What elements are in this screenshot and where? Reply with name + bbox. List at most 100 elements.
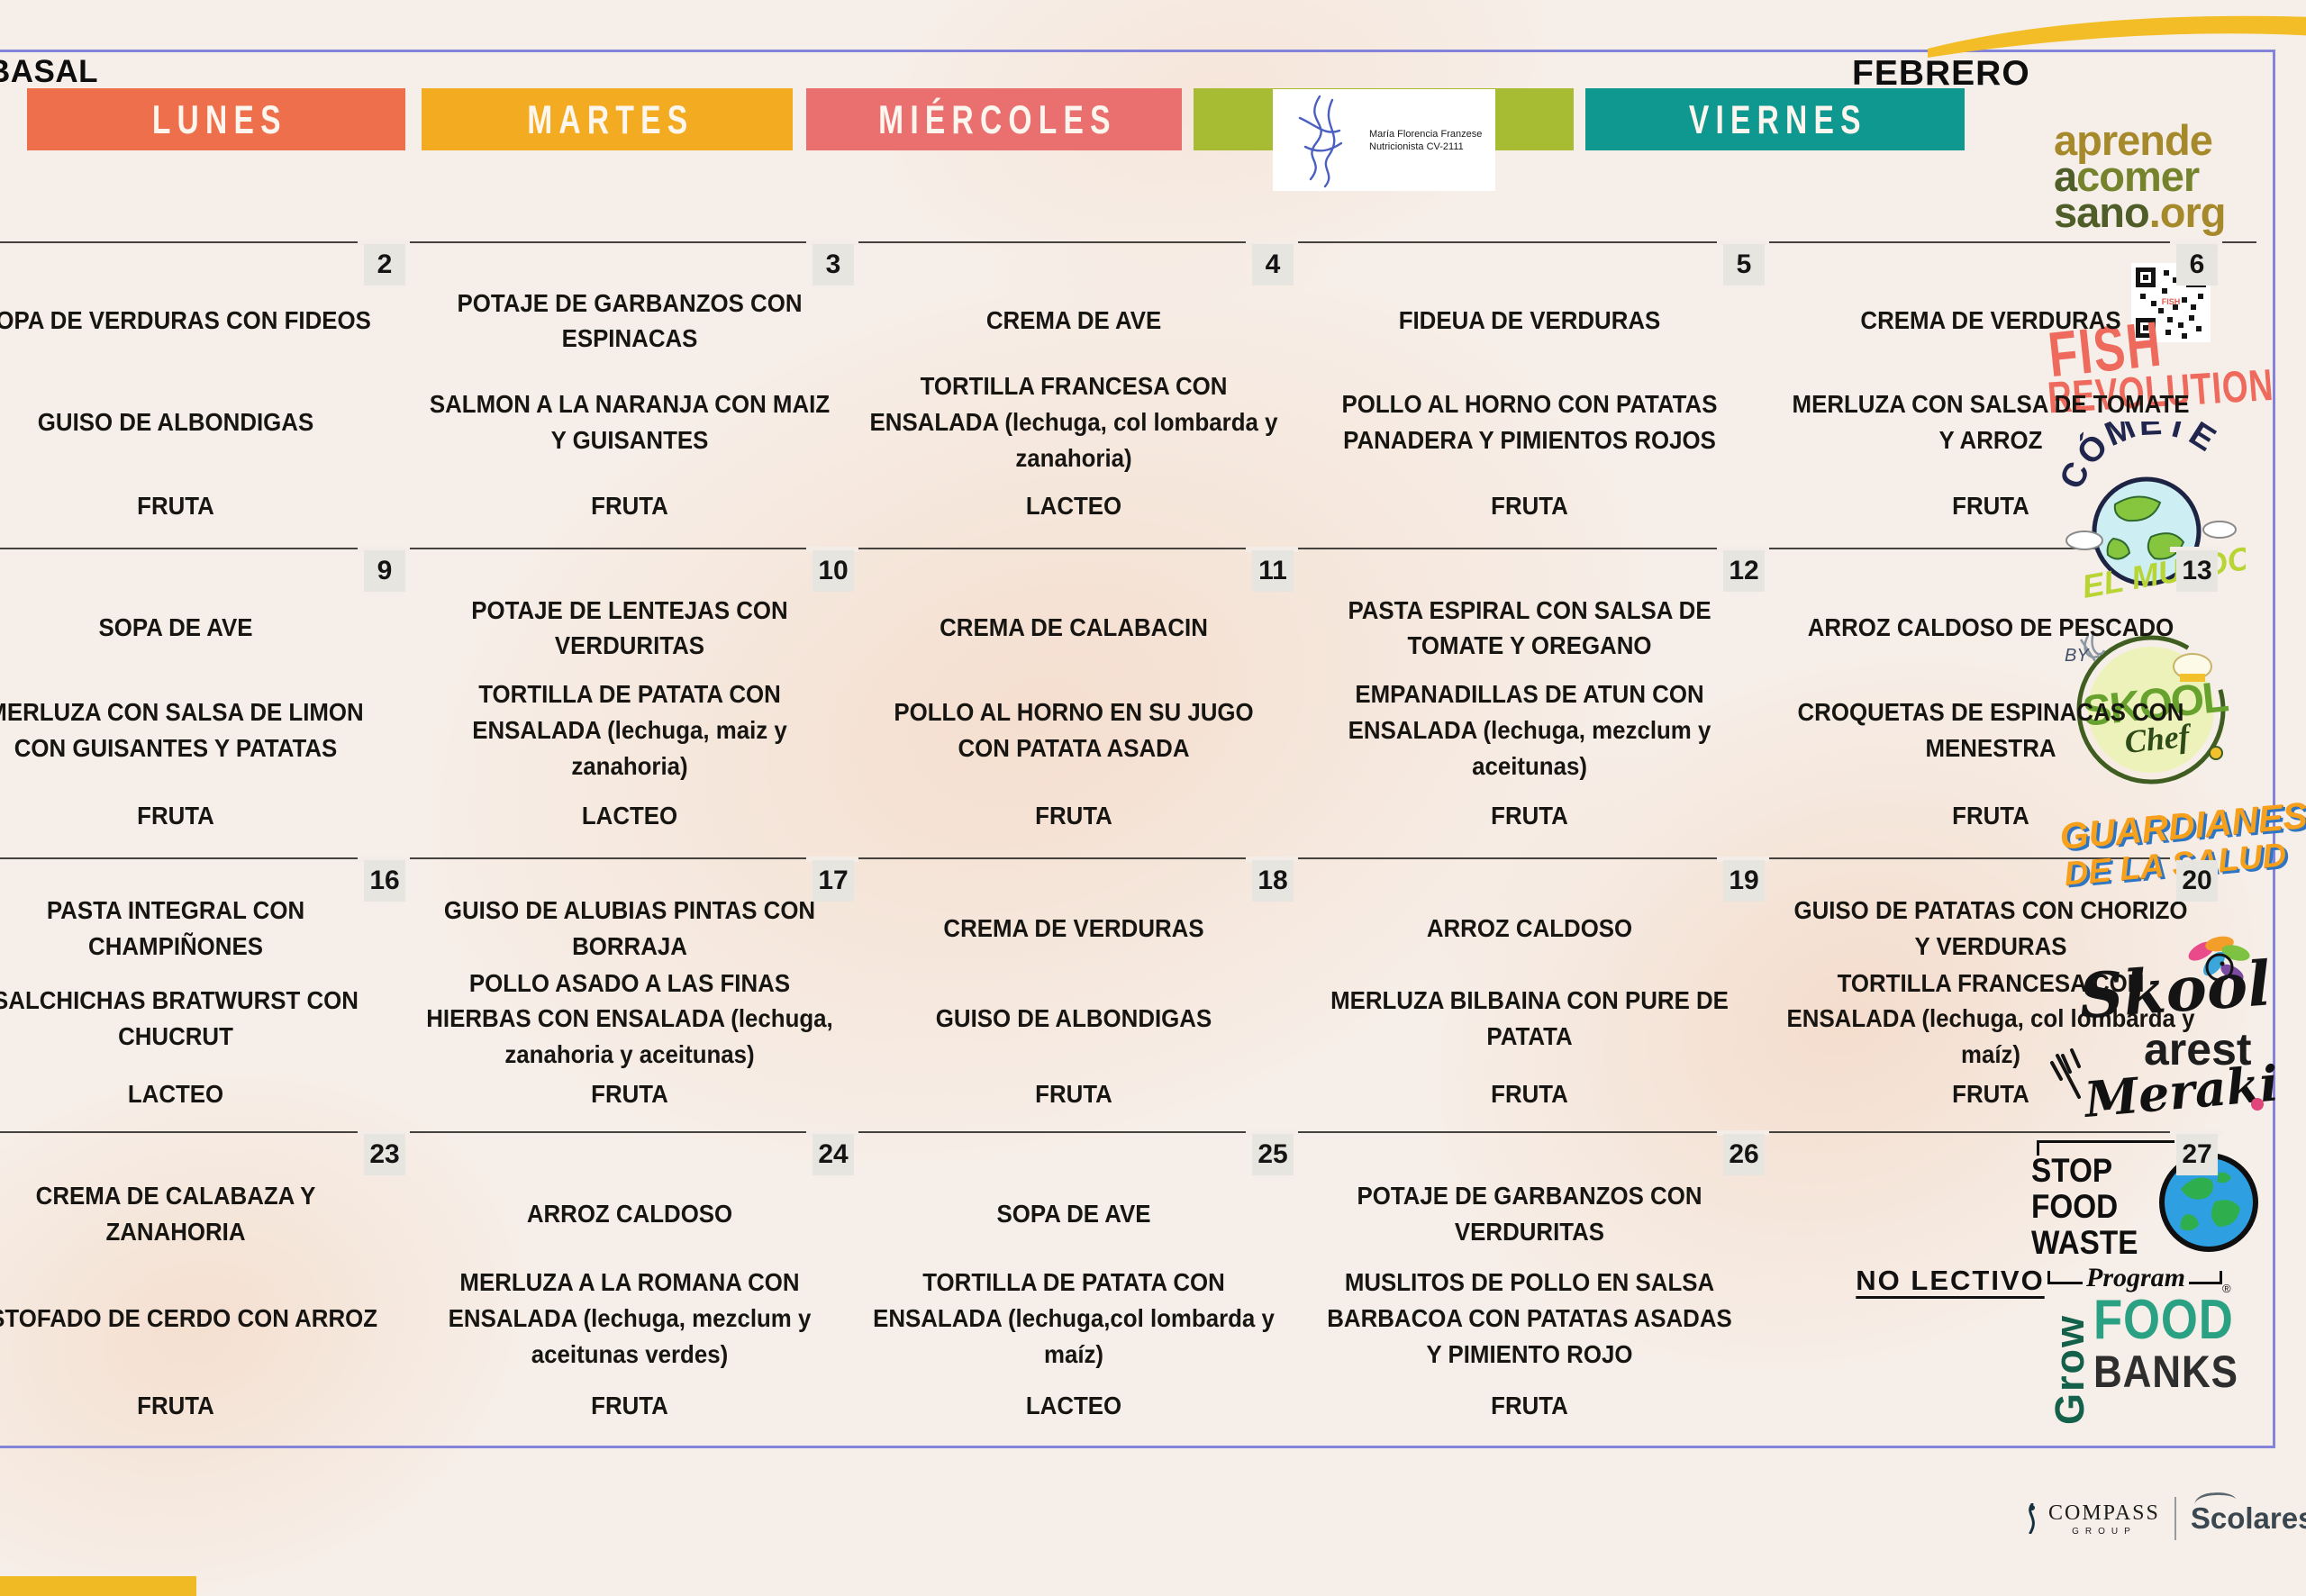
yellow-corner-bar [0, 1576, 196, 1596]
menu-dessert: FRUTA [1491, 492, 1568, 521]
menu-main-course: EMPANADILLAS DE ATUN CON ENSALADA (lechu… [1348, 680, 1711, 780]
menu-first-course: SOPA DE AVE [98, 613, 253, 642]
logo-line-aprende: aprende [2054, 116, 2213, 164]
month-title: FEBRERO [1852, 54, 2030, 93]
cloud-icon [2065, 530, 2103, 550]
menu-first-course: CREMA DE VERDURAS [943, 914, 1204, 943]
fork-icon [2050, 1048, 2081, 1099]
menu-first-course: POTAJE DE GARBANZOS CON ESPINACAS [457, 288, 803, 353]
separator-gap [2170, 240, 2222, 246]
gfb-food: FOOD [2093, 1289, 2234, 1351]
logo-line-acomer: acomer [2054, 152, 2200, 200]
day-header-lunes: LUNES [27, 88, 405, 150]
day-number-10: 10 [813, 550, 854, 592]
earth-icon [2158, 1153, 2258, 1252]
day-header-label: LUNES [151, 96, 287, 141]
day-header-label: MARTES [527, 96, 695, 141]
menu-dessert: FRUTA [1952, 492, 2029, 521]
menu-first-course: CREMA DE CALABAZA Y ZANAHORIA [35, 1181, 316, 1246]
menu-first-course: PASTA ESPIRAL CON SALSA DE TOMATE Y OREG… [1348, 595, 1711, 660]
day-number-9: 9 [364, 550, 405, 592]
day-number-4: 4 [1252, 244, 1294, 286]
day-cell-2: SOPA DE VERDURAS CON FIDEOS GUISO DE ALB… [0, 241, 396, 548]
menu-main-course: TORTILLA DE PATATA CON ENSALADA (lechuga… [873, 1267, 1275, 1368]
menu-main-course: MUSLITOS DE POLLO EN SALSA BARBACOA CON … [1327, 1267, 1732, 1368]
registered-mark: ® [2222, 1282, 2231, 1295]
day-number-13: 13 [2176, 550, 2218, 592]
day-number-27: 27 [2176, 1134, 2218, 1175]
day-number-12: 12 [1723, 550, 1765, 592]
day-cell-24: ARROZ CALDOSO MERLUZA A LA ROMANA CON EN… [409, 1131, 850, 1448]
scolarest-wordmark: Scolarest [2191, 1501, 2306, 1536]
compass-icon [2029, 1503, 2035, 1534]
aprendeacomersano-logo: aprende acomer sano.org [2054, 116, 2226, 236]
menu-first-course: CREMA DE CALABACIN [940, 613, 1208, 642]
day-number-20: 20 [2176, 860, 2218, 902]
day-number-18: 18 [1252, 860, 1294, 902]
day-cell-5: FIDEUA DE VERDURAS POLLO AL HORNO CON PA… [1309, 241, 1750, 548]
menu-dessert: FRUTA [137, 492, 214, 521]
skoolarest-meraki-logo: Skool arest Meraki [2050, 936, 2281, 1129]
day-header-viernes: VIERNES [1585, 88, 1965, 150]
footer-brands: COMPASS GROUP Scolarest [2021, 1497, 2306, 1540]
bracket-line [2189, 1271, 2223, 1284]
day-cell-3: POTAJE DE GARBANZOS CON ESPINACAS SALMON… [409, 241, 850, 548]
separator-gap [2170, 547, 2222, 552]
menu-first-course: GUISO DE ALUBIAS PINTAS CON BORRAJA [443, 896, 816, 961]
day-cell-26: POTAJE DE GARBANZOS CON VERDURITAS MUSLI… [1309, 1131, 1750, 1448]
parrot-icon [2188, 936, 2250, 982]
day-number-6: 6 [2176, 244, 2218, 286]
menu-dessert: FRUTA [591, 1391, 668, 1419]
menu-main-course: GUISO DE ALBONDIGAS [37, 407, 314, 436]
menu-first-course: CREMA DE AVE [985, 306, 1162, 335]
day-number-24: 24 [813, 1134, 854, 1175]
menu-main-course: POLLO ASADO A LAS FINAS HIERBAS CON ENSA… [426, 968, 833, 1069]
day-cell-4: CREMA DE AVE TORTILLA FRANCESA CON ENSAL… [853, 241, 1294, 548]
svg-text:Chef: Chef [2123, 717, 2194, 760]
svg-text:FISH: FISH [2162, 297, 2181, 306]
day-cell-19: ARROZ CALDOSO MERLUZA BILBAINA CON PURE … [1309, 857, 1750, 1131]
menu-main-course: ESTOFADO DE CERDO CON ARROZ [0, 1303, 378, 1332]
compass-group-word: GROUP [2072, 1526, 2137, 1537]
gfb-banks: BANKS [2093, 1347, 2238, 1397]
sfw-line2: FOOD [2031, 1188, 2119, 1225]
svg-text:Skool: Skool [2077, 948, 2274, 1033]
menu-first-course: POTAJE DE GARBANZOS CON VERDURITAS [1357, 1181, 1702, 1246]
menu-first-course: FIDEUA DE VERDURAS [1398, 306, 1661, 335]
day-cell-10: POTAJE DE LENTEJAS CON VERDURITAS TORTIL… [409, 548, 850, 857]
day-cell-16: PASTA INTEGRAL CON CHAMPIÑONES SALCHICHA… [0, 857, 396, 1131]
day-number-25: 25 [1252, 1134, 1294, 1175]
compass-wordmark: COMPASS [2048, 1501, 2160, 1525]
menu-dessert: FRUTA [137, 1391, 214, 1419]
sfw-line3: WASTE [2031, 1224, 2138, 1261]
day-header-martes: MARTES [422, 88, 793, 150]
svg-text:arest: arest [2144, 1024, 2252, 1075]
menu-dessert: FRUTA [1035, 801, 1112, 830]
day-number-3: 3 [813, 244, 854, 286]
comete-el-mundo-logo: CÓMETE EL MUNDO [2061, 422, 2246, 605]
footer-divider [2174, 1497, 2176, 1540]
logo-line-sano-org: sano.org [2054, 188, 2226, 236]
menu-dessert: LACTEO [581, 801, 678, 830]
menu-main-course: TORTILLA DE PATATA CON ENSALADA (lechuga… [472, 680, 787, 780]
menu-first-course: SOPA DE VERDURAS CON FIDEOS [0, 306, 371, 335]
cloud-icon [2202, 521, 2237, 539]
menu-main-course: POLLO AL HORNO CON PATATAS PANADERA Y PI… [1341, 389, 1718, 454]
spoon-icon [2209, 746, 2223, 760]
whisk-icon [2079, 631, 2106, 662]
menu-main-course: TORTILLA FRANCESA CON ENSALADA (lechuga,… [869, 371, 1278, 472]
menu-first-course: SOPA DE AVE [996, 1199, 1151, 1228]
day-number-23: 23 [364, 1134, 405, 1175]
menu-dessert: FRUTA [591, 492, 668, 521]
day-cell-13: ARROZ CALDOSO DE PESCADO CROQUETAS DE ES… [1770, 548, 2211, 857]
day-number-19: 19 [1723, 860, 1765, 902]
day-cell-27: NO LECTIVO [1770, 1131, 2211, 1448]
day-cell-12: PASTA ESPIRAL CON SALSA DE TOMATE Y OREG… [1309, 548, 1750, 857]
menu-first-course: ARROZ CALDOSO [526, 1199, 733, 1228]
day-cell-6: CREMA DE VERDURAS MERLUZA CON SALSA DE T… [1770, 241, 2211, 548]
menu-dessert: FRUTA [1952, 801, 2029, 830]
separator-gap [2170, 857, 2222, 862]
nutritionist-signature-box: María Florencia Franzese Nutricionista C… [1273, 89, 1495, 191]
signature-scribble [1298, 95, 1343, 187]
nutritionist-license: Nutricionista CV-2111 [1369, 141, 1464, 152]
